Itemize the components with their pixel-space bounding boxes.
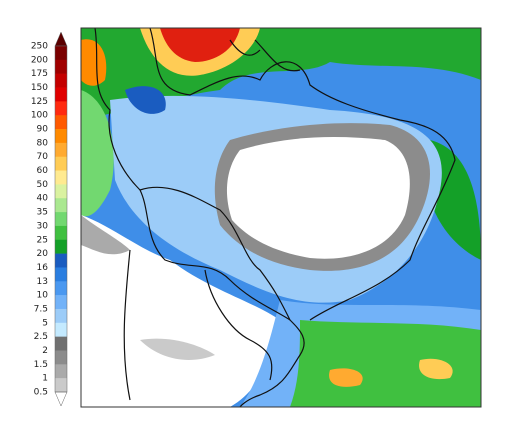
colorbar-label: 0.5 <box>34 388 48 398</box>
colorbar-segment <box>55 87 67 102</box>
colorbar-segment <box>55 336 67 351</box>
colorbar: 2502001751501251009080706050403530252016… <box>31 31 68 407</box>
colorbar-segment <box>55 239 67 254</box>
colorbar-label: 13 <box>37 277 48 287</box>
colorbar-label: 50 <box>37 180 49 190</box>
colorbar-segment <box>55 253 67 268</box>
colorbar-label: 150 <box>31 83 48 93</box>
colorbar-segment <box>55 308 67 324</box>
colorbar-label: 16 <box>37 263 49 273</box>
colorbar-label: 5 <box>42 318 48 328</box>
colorbar-segment <box>55 378 67 393</box>
colorbar-label: 35 <box>37 208 48 218</box>
colorbar-segment <box>55 364 67 379</box>
colorbar-label: 25 <box>37 235 48 245</box>
colorbar-segment <box>55 59 67 74</box>
colorbar-label: 175 <box>31 69 48 79</box>
colorbar-label: 1 <box>42 374 48 384</box>
colorbar-segment <box>55 295 67 310</box>
colorbar-segment <box>55 101 67 116</box>
colorbar-label: 10 <box>37 291 49 301</box>
colorbar-segment <box>55 170 67 185</box>
colorbar-label: 100 <box>31 111 48 121</box>
colorbar-segment <box>55 198 67 213</box>
colorbar-label: 125 <box>31 97 48 107</box>
colorbar-label: 250 <box>31 42 48 52</box>
colorbar-label: 70 <box>37 152 49 162</box>
colorbar-segment <box>55 184 67 199</box>
colorbar-segment <box>55 350 67 365</box>
colorbar-frame <box>54 45 68 393</box>
colorbar-segment <box>55 156 67 171</box>
colorbar-label: 20 <box>37 249 49 259</box>
colorbar-top <box>54 31 68 47</box>
colorbar-label: 60 <box>37 166 49 176</box>
colorbar-segment <box>55 322 67 337</box>
colorbar-label: 200 <box>31 55 48 65</box>
colorbar-segment <box>55 267 67 282</box>
colorbar-label: 30 <box>37 221 49 231</box>
colorbar-segment <box>55 46 67 61</box>
colorbar-segment <box>55 212 67 227</box>
colorbar-label: 80 <box>37 138 49 148</box>
colorbar-label: 90 <box>37 125 49 135</box>
colorbar-label: 40 <box>37 194 49 204</box>
colorbar-label: 7.5 <box>34 304 48 314</box>
colorbar-segment <box>55 142 67 158</box>
colorbar-label: 2.5 <box>34 332 48 342</box>
colorbar-segment <box>55 225 67 241</box>
colorbar-segment <box>55 115 67 130</box>
colorbar-label: 1.5 <box>34 360 48 370</box>
map <box>80 27 482 408</box>
colorbar-segment <box>55 281 67 296</box>
colorbar-segment <box>55 73 67 88</box>
colorbar-bottom <box>54 391 68 407</box>
colorbar-segment <box>55 129 67 144</box>
colorbar-label: 2 <box>42 346 48 356</box>
